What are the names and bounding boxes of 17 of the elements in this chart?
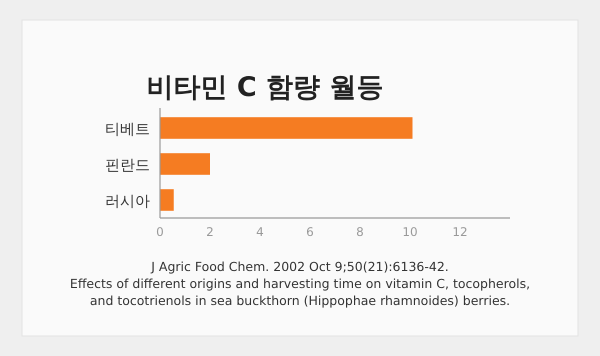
bar [160,117,412,139]
x-tick-label: 10 [402,225,418,239]
y-tick-label: 러시아 [105,192,150,210]
bar [160,153,210,175]
x-tick-label: 4 [256,225,264,239]
y-tick-label: 핀란드 [105,156,150,174]
text: and tocotrienols in sea buckthorn (Hippophae rhamnoides) berries. [90,293,510,308]
chart-title: 비타민 C 함량 월등 [146,72,384,103]
bar [160,189,174,211]
x-tick-label: 6 [306,225,314,239]
x-tick-label: 12 [452,225,468,239]
x-tick-label: 2 [206,225,214,239]
text: J Agric Food Chem. 2002 Oct 9;50(21):6136-42. [150,259,449,274]
x-tick-label: 0 [156,225,164,239]
text: Effects of different origins and harvesting time on vitamin C, tocopherols, [70,276,530,291]
x-tick-label: 8 [356,225,364,239]
y-tick-label: 티베트 [105,120,150,138]
